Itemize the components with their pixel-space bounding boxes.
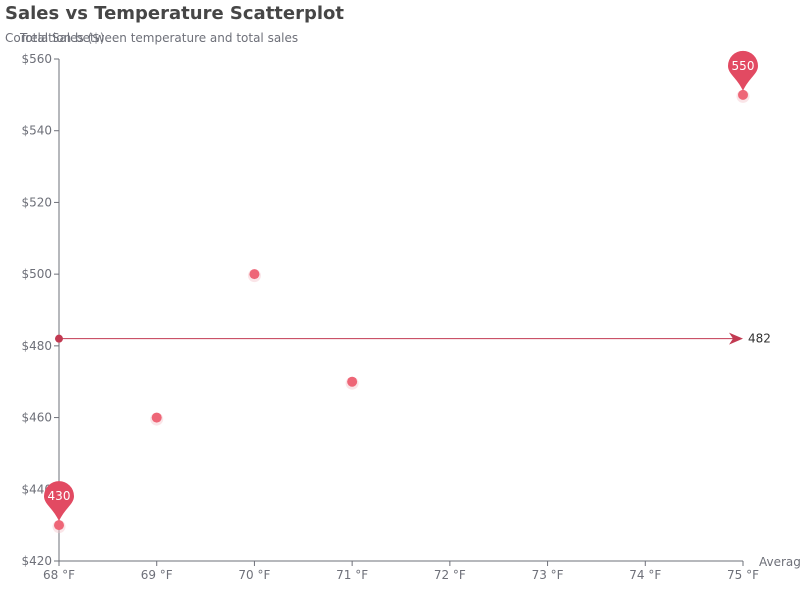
mark-point-pin <box>44 481 74 522</box>
scatter-point <box>249 269 260 280</box>
x-tick-label: 72 °F <box>434 568 466 582</box>
x-tick-label: 69 °F <box>141 568 173 582</box>
y-tick-label: $560 <box>21 52 52 66</box>
x-tick-label: 68 °F <box>43 568 75 582</box>
chart-title: Sales vs Temperature Scatterplot <box>5 3 344 24</box>
x-tick-label: 70 °F <box>238 568 270 582</box>
scatter-points <box>52 89 750 534</box>
y-tick-label: $540 <box>21 124 52 138</box>
y-axis-label: Total Sales ($) <box>19 31 105 45</box>
mark-line-arrow <box>729 332 743 345</box>
x-tick-label: 71 °F <box>336 568 368 582</box>
mark-line-label: 482 <box>748 332 771 346</box>
y-tick-label: $440 <box>21 482 52 496</box>
x-tick-label: 73 °F <box>532 568 564 582</box>
y-tick-label: $420 <box>21 554 52 568</box>
y-tick-label: $500 <box>21 267 52 281</box>
scatter-point <box>54 520 64 531</box>
scatter-point <box>738 89 748 100</box>
mark-point-label: 550 <box>732 59 755 73</box>
mark-point-pins: 550 430 <box>44 50 758 522</box>
x-axis-label: Average <box>759 555 800 569</box>
x-tick-label: 75 °F <box>727 568 759 582</box>
x-tick-label: 74 °F <box>629 568 661 582</box>
mark-point-label: 430 <box>48 489 71 503</box>
axes: $420 $440 $460 $480 $500 $520 $540 $560 68 °F 69 … <box>21 52 759 582</box>
mark-point-pin <box>728 50 758 91</box>
y-tick-label: $460 <box>21 411 52 425</box>
scatter-point <box>151 412 162 423</box>
y-tick-label: $480 <box>21 339 52 353</box>
scatter-point <box>347 376 358 387</box>
y-tick-label: $520 <box>21 195 52 209</box>
chart-subtitle: Correlation between temperature and tota… <box>5 31 298 45</box>
average-mark-line: 482 <box>55 332 771 346</box>
